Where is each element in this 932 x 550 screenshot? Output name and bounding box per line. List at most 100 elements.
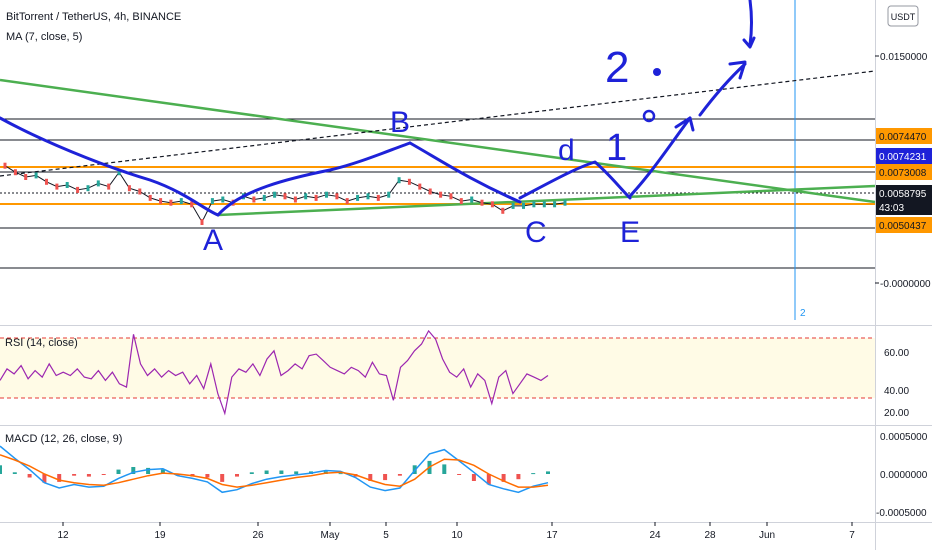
macd-histogram-bar <box>501 474 506 482</box>
price-candle <box>418 183 422 190</box>
macd-tick-top: 0.0005000 <box>880 432 928 443</box>
price-candle <box>335 193 339 200</box>
price-candle <box>96 180 100 187</box>
drawing-leg-E-up[interactable] <box>628 116 692 198</box>
price-candle <box>86 185 90 192</box>
price-axis-ticks: 0.0150000 -0.0000000 60.00 40.00 20.00 0… <box>876 52 931 519</box>
green-ascending-trendline[interactable] <box>217 184 876 217</box>
drawing-leg-up-3[interactable] <box>748 0 753 47</box>
macd-histogram-bar <box>12 472 17 474</box>
price-candle <box>169 199 173 206</box>
macd-histogram-bar <box>442 464 447 474</box>
price-candle <box>387 191 391 198</box>
macd-tick-bottom: -0.0005000 <box>876 508 927 519</box>
macd-histogram-bar <box>249 472 254 474</box>
price-candle <box>127 185 131 192</box>
ma-indicator-label[interactable]: MA (7, close, 5) <box>6 31 82 43</box>
price-badge-text: 0.0058795 <box>879 189 927 200</box>
drawing-leg-C-to-d-to-E[interactable] <box>518 160 632 200</box>
rsi-line <box>0 329 549 416</box>
drawing-arrow-head-3[interactable] <box>742 36 756 49</box>
price-badge <box>876 148 932 164</box>
symbol-title: BitTorrent / TetherUS, 4h, BINANCE <box>6 11 181 23</box>
price-candle <box>200 219 204 225</box>
price-candle <box>221 196 225 203</box>
point-label-C: C <box>525 216 547 249</box>
price-candle <box>273 191 277 198</box>
price-candle <box>148 194 152 201</box>
point-label-B: B <box>390 106 410 139</box>
macd-histogram-bar <box>397 474 402 476</box>
time-axis[interactable]: 12 19 26 May 5 10 17 24 28 Jun 7 <box>57 522 855 541</box>
macd-histogram-bar <box>160 469 165 474</box>
price-candle <box>376 194 380 201</box>
point-label-E: E <box>620 216 640 249</box>
macd-line <box>0 445 549 494</box>
time-tick-label: 24 <box>649 530 661 541</box>
drawing-leg-up-2[interactable] <box>698 62 747 117</box>
dot-near-2 <box>653 68 661 76</box>
macd-histogram-bar <box>131 467 136 474</box>
drawing-leg-A-to-B[interactable] <box>216 141 412 217</box>
rsi-band <box>0 338 875 398</box>
price-candle <box>34 172 38 179</box>
price-badges: 0.0074470 0.0074231 0.0073008 0.0058795 43:0… <box>876 128 932 233</box>
green-descending-trendline[interactable] <box>0 78 876 204</box>
price-candle <box>522 202 525 209</box>
macd-histogram-bar <box>235 474 239 477</box>
rsi-tick-40: 40.00 <box>884 386 909 397</box>
price-badge <box>876 185 932 201</box>
price-candle <box>13 169 17 176</box>
macd-histogram-bar <box>175 474 180 476</box>
time-tick-label: 12 <box>57 530 69 541</box>
macd-histogram-bar <box>220 474 225 482</box>
rsi-indicator-label[interactable]: RSI (14, close) <box>5 337 78 349</box>
rsi-tick-20: 20.00 <box>884 408 909 419</box>
hand-drawing-group[interactable] <box>0 0 756 217</box>
time-tick-label: May <box>321 530 340 541</box>
currency-button[interactable] <box>887 5 919 27</box>
macd-histogram-bar <box>42 474 47 483</box>
price-candle <box>553 201 557 208</box>
drawing-leg-B-to-C[interactable] <box>408 141 522 204</box>
price-candle <box>501 207 505 214</box>
drawing-labels: A B C d E 2 1 <box>203 43 640 257</box>
drawing-leg-to-A[interactable] <box>0 116 220 217</box>
macd-histogram-bar <box>101 474 106 475</box>
price-candle <box>107 183 111 190</box>
price-axis-tick-marks <box>875 55 879 284</box>
price-candle <box>65 182 69 188</box>
drawing-arrow-head-1[interactable] <box>674 116 695 132</box>
macd-histogram-bar <box>294 471 299 474</box>
macd-histogram-bar <box>86 474 91 477</box>
time-tick-label: Jun <box>759 530 775 541</box>
time-tick-label: 17 <box>546 530 558 541</box>
price-badge-text: 0.0073008 <box>879 168 927 179</box>
price-candle <box>356 194 360 201</box>
macd-histogram-bar <box>116 469 121 474</box>
macd-indicator-label[interactable]: MACD (12, 26, close, 9) <box>5 433 122 445</box>
macd-histogram-bar <box>0 465 2 474</box>
price-candle <box>293 196 297 203</box>
price-badge-text: 0.0074231 <box>879 152 927 163</box>
price-candle <box>210 198 214 205</box>
price-candle <box>532 201 536 208</box>
price-badge <box>876 199 932 215</box>
price-candle <box>459 198 463 205</box>
price-candle <box>190 201 194 208</box>
rsi-series <box>0 329 549 416</box>
time-tick-label: 19 <box>154 530 166 541</box>
price-badge-text: 0.0050437 <box>879 221 927 232</box>
price-candle <box>449 193 453 200</box>
price-candle <box>439 191 443 198</box>
drawing-arrow-head-2[interactable] <box>728 60 747 80</box>
price-tick-zero: -0.0000000 <box>880 279 931 290</box>
price-candle <box>563 199 567 206</box>
price-candle <box>490 201 494 208</box>
price-candle <box>159 198 163 205</box>
price-candle <box>117 169 121 176</box>
vertical-marker-label: 2 <box>800 308 806 319</box>
price-candle <box>252 196 256 203</box>
price-candle <box>3 162 7 169</box>
